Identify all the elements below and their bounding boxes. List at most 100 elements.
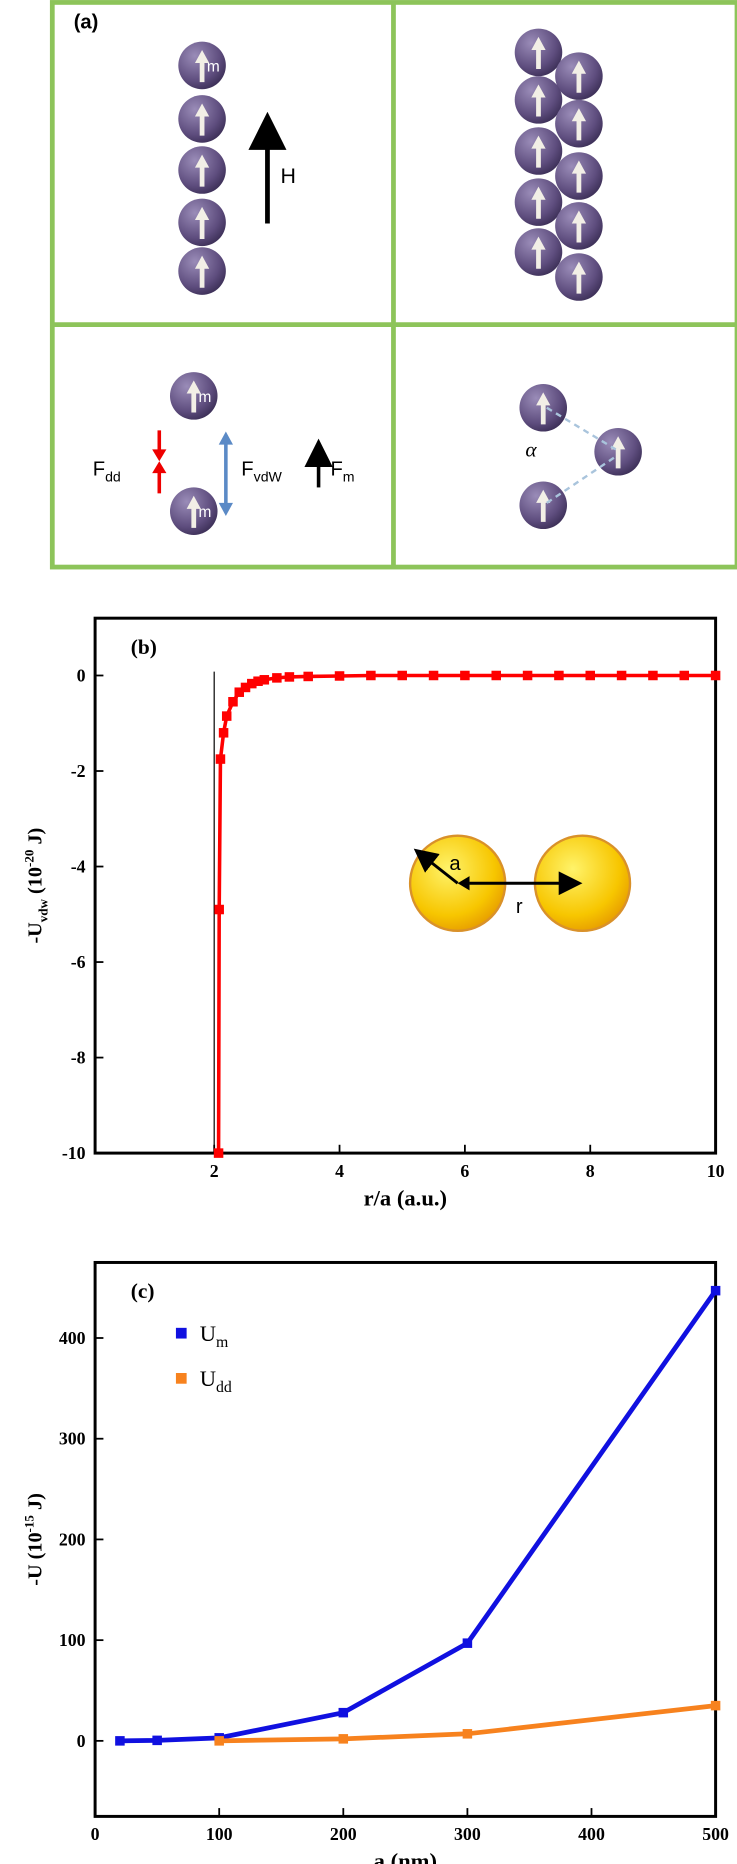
marker: [115, 1736, 125, 1746]
marker: [152, 1735, 162, 1746]
moment-arrow: [571, 60, 587, 93]
field-label: H: [281, 164, 296, 188]
y-axis-label-part: J): [25, 828, 47, 850]
panel-label: (c): [131, 1279, 155, 1303]
marker: [259, 675, 270, 685]
y-axis-label-part: J): [25, 1493, 47, 1515]
moment-arrow: [531, 135, 546, 168]
marker: [253, 676, 263, 686]
moment-arrow: [194, 255, 210, 288]
moment-arrow: [571, 210, 587, 243]
marker: [214, 904, 224, 915]
moment-arrow: [194, 154, 210, 187]
fdd-heads: [152, 449, 167, 474]
legend-swatch: [175, 1373, 187, 1384]
x-tick-label: 500: [702, 1824, 729, 1844]
marker: [247, 678, 257, 689]
x-tick-label: 100: [206, 1824, 233, 1844]
panel-label: (b): [131, 635, 157, 659]
moment-arrow: [536, 489, 551, 522]
x-tick-label: 10: [707, 1161, 725, 1181]
marker: [240, 682, 251, 693]
marker: [460, 670, 470, 681]
moment-arrow: [194, 49, 210, 83]
marker: [679, 670, 690, 681]
marker: [554, 670, 564, 681]
force-label: FvdW: [241, 459, 282, 485]
legend-swatch: [175, 1327, 187, 1339]
series-line: [119, 1289, 718, 1744]
x-tick-label: 8: [586, 1161, 595, 1181]
y-axis-label-part: -U (10: [25, 1532, 47, 1585]
moment-arrow: [610, 436, 626, 469]
marker: [338, 1734, 349, 1744]
y-axis-label-part: -20: [21, 849, 36, 867]
marker: [585, 670, 596, 681]
moment-label: m: [199, 504, 212, 521]
radius-arrow: [413, 848, 459, 885]
plot-frame: [93, 616, 718, 1155]
moment-arrow: [531, 36, 546, 69]
marker: [710, 1700, 721, 1711]
marker: [338, 1707, 349, 1718]
x-tick-label: 300: [454, 1824, 481, 1844]
y-tick-label: 400: [59, 1328, 86, 1348]
inset-label: r: [516, 896, 523, 918]
distance-arrow-tail: [457, 876, 470, 891]
force-label: Fdd: [93, 459, 121, 485]
moment-arrow: [194, 103, 210, 136]
y-tick-label: -6: [71, 952, 86, 972]
moment-arrow: [571, 160, 587, 193]
marker: [334, 671, 345, 681]
y-tick-label: 100: [59, 1630, 86, 1650]
moment-label: m: [207, 58, 220, 75]
y-axis-label-part: vdw: [36, 898, 51, 922]
y-tick-label: 300: [59, 1429, 86, 1449]
marker: [234, 687, 245, 697]
x-axis-label: r/a (a.u.): [364, 1185, 447, 1210]
marker: [221, 711, 232, 721]
y-axis-label: -Uvdw (10-20 J): [21, 828, 50, 944]
y-tick-label: -8: [71, 1048, 86, 1068]
marker: [366, 670, 376, 681]
inset-label: a: [449, 853, 461, 875]
y-tick-label: -2: [71, 761, 86, 781]
panel-a: [49, 0, 737, 570]
angle-label: α: [525, 438, 537, 462]
x-axis-label: a (nm): [374, 1849, 437, 1864]
x-tick-label: 400: [578, 1824, 605, 1844]
marker: [218, 728, 229, 738]
moment-label: m: [199, 389, 212, 406]
marker: [616, 670, 627, 681]
y-axis-label-part: -15: [21, 1515, 36, 1533]
y-axis-label-part: (10: [25, 867, 47, 899]
marker: [303, 671, 313, 682]
legend-label: Um: [200, 1321, 229, 1351]
moment-arrow: [194, 206, 210, 239]
x-tick-label: 6: [460, 1161, 469, 1181]
marker: [215, 754, 226, 764]
marker: [397, 670, 407, 681]
force-label: Fm: [330, 459, 354, 485]
moment-arrow: [186, 380, 201, 413]
y-tick-label: 200: [59, 1529, 86, 1549]
y-tick-label: 0: [77, 665, 86, 685]
marker: [214, 1736, 224, 1746]
moment-arrow: [531, 84, 546, 117]
y-tick-label: 0: [77, 1731, 86, 1751]
moment-arrow: [536, 392, 551, 425]
y-tick-label: -10: [62, 1143, 86, 1163]
moment-arrow: [186, 495, 201, 528]
marker: [648, 670, 658, 681]
marker: [491, 670, 501, 681]
x-tick-label: 2: [210, 1161, 219, 1181]
x-tick-label: 4: [335, 1161, 344, 1181]
moment-arrow: [531, 186, 546, 219]
legend-label: Udd: [200, 1366, 232, 1396]
marker: [428, 670, 439, 681]
marker: [462, 1729, 473, 1739]
y-axis-label: -U (10-15 J): [21, 1493, 46, 1586]
angle-lines: [546, 406, 617, 504]
marker: [272, 673, 282, 683]
